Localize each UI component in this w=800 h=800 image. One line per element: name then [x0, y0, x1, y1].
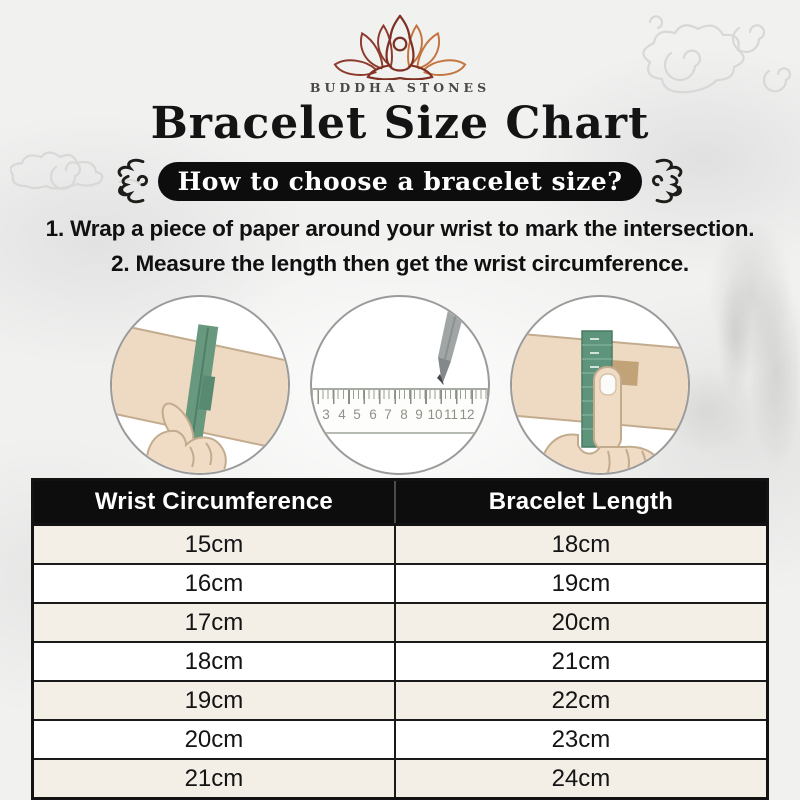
wrist-cell: 15cm	[32, 523, 395, 564]
ruler-measure-illustration: 3 4 5 6 7 8 9 10 11 12	[310, 295, 490, 475]
ruler-number: 6	[369, 407, 377, 422]
ruler-number: 9	[415, 407, 423, 422]
wrist-cell: 19cm	[32, 680, 395, 720]
bracelet-cell: 20cm	[393, 602, 768, 642]
wrist-cell: 16cm	[32, 563, 395, 603]
instruction-step-1: 1. Wrap a piece of paper around your wri…	[45, 216, 755, 241]
cloud-decoration-icon	[628, 0, 800, 112]
page-title: Bracelet Size Chart	[150, 98, 650, 149]
instructions: 1. Wrap a piece of paper around your wri…	[0, 216, 800, 286]
wrist-cell: 18cm	[32, 641, 395, 681]
ruler: 3 4 5 6 7 8 9 10 11 12	[312, 388, 488, 434]
ruler-number: 3	[322, 407, 330, 422]
size-table-row: 16cm 19cm	[32, 563, 768, 603]
bracelet-cell: 22cm	[393, 680, 768, 720]
buddha-stones-logo-icon	[325, 12, 475, 81]
wrist-circumference-header: Wrist Circumference	[32, 479, 395, 526]
ruler-number: 12	[459, 407, 475, 422]
banner-row: How to choose a bracelet size?	[0, 157, 800, 205]
bracelet-cell: 21cm	[393, 641, 768, 681]
wrist-cell: 17cm	[32, 602, 395, 642]
ruler-number: 8	[400, 407, 408, 422]
how-to-measure-illustrations: 3 4 5 6 7 8 9 10 11 12	[110, 295, 690, 475]
size-table-row: 18cm 21cm	[32, 641, 768, 681]
wrist-cell: 20cm	[32, 719, 395, 759]
ruler-major-ticks	[312, 390, 488, 404]
flourish-right-icon	[652, 158, 683, 204]
size-table-row: 15cm 18cm	[32, 523, 768, 564]
flourish-left-icon	[117, 158, 148, 204]
banner-label: How to choose a bracelet size?	[157, 161, 643, 201]
size-table-row: 19cm 22cm	[32, 680, 768, 720]
ruler-number: 5	[353, 407, 361, 422]
ruler-number: 4	[338, 407, 346, 422]
bracelet-cell: 19cm	[393, 563, 768, 603]
tape-measure-wrist-illustration	[510, 295, 690, 475]
bracelet-cell: 24cm	[393, 758, 768, 799]
ruler-number: 11	[443, 407, 459, 422]
size-table-row: 20cm 23cm	[32, 719, 768, 759]
instruction-step-2: 2. Measure the length then get the wrist…	[111, 251, 689, 276]
size-table-row: 17cm 20cm	[32, 602, 768, 642]
bracelet-cell: 18cm	[393, 523, 768, 564]
ruler-number: 7	[384, 407, 392, 422]
pencil-icon	[437, 297, 469, 385]
size-table-header-row: Wrist Circumference Bracelet Length	[32, 479, 768, 526]
ruler-numbers: 3 4 5 6 7 8 9 10 11 12	[312, 407, 488, 425]
wrist-cell: 21cm	[32, 758, 395, 799]
wrap-paper-wrist-illustration	[110, 295, 290, 475]
ruler-number: 10	[427, 407, 443, 422]
bracelet-length-header: Bracelet Length	[393, 479, 768, 526]
size-table: Wrist Circumference Bracelet Length 15cm…	[31, 478, 769, 800]
brand-name: BUDDHA STONES	[309, 80, 491, 95]
bracelet-cell: 23cm	[393, 719, 768, 759]
size-table-row: 21cm 24cm	[32, 758, 768, 799]
